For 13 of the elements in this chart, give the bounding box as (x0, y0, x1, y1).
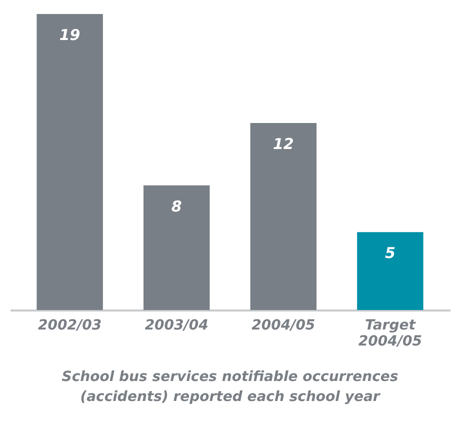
data-label: 5 (384, 244, 396, 262)
x-tick-label: 2002/03 (38, 318, 102, 334)
x-tick-label: 2003/04 (144, 318, 208, 334)
bar (143, 185, 210, 310)
bar (250, 123, 317, 310)
bar (36, 14, 103, 310)
bar (357, 232, 424, 310)
text: School bus services notifiable occurrences (accidents) reported each school year (62, 369, 398, 405)
data-label: 8 (171, 197, 182, 216)
data-label: 19 (59, 26, 80, 44)
x-tick-label: 2004/05 (252, 318, 316, 334)
data-label: 12 (272, 135, 294, 154)
x-tick-label: Target 2004/05 (358, 318, 422, 350)
